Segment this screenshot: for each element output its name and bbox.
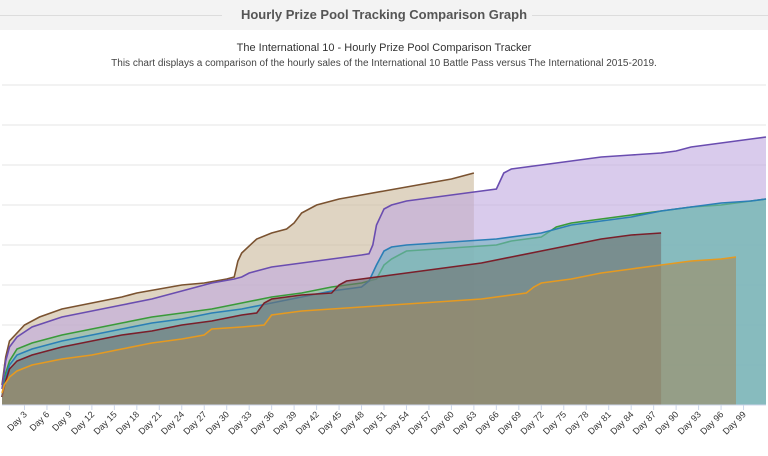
x-tick-label: Day 93 bbox=[676, 409, 703, 436]
x-tick-label: Day 66 bbox=[474, 409, 501, 436]
header-rule-right bbox=[532, 15, 768, 16]
x-tick-label: Day 87 bbox=[631, 409, 658, 436]
x-tick-label: Day 3 bbox=[5, 409, 29, 433]
series-line-4 bbox=[1, 198, 767, 398]
page-header: Hourly Prize Pool Tracking Comparison Gr… bbox=[0, 0, 768, 30]
x-tick-label: Day 75 bbox=[541, 409, 568, 436]
x-tick-label: Day 72 bbox=[518, 409, 545, 436]
chart-title: The International 10 - Hourly Prize Pool… bbox=[236, 42, 532, 54]
x-tick-label: Day 12 bbox=[69, 409, 96, 436]
x-tick-label: Day 6 bbox=[28, 409, 52, 433]
series-line-5 bbox=[1, 232, 662, 398]
x-tick-label: Day 96 bbox=[698, 409, 725, 436]
x-tick-label: Day 63 bbox=[451, 409, 478, 436]
x-tick-label: Day 39 bbox=[271, 409, 298, 436]
x-tick-label: Day 15 bbox=[92, 409, 119, 436]
x-tick-label: Day 84 bbox=[608, 409, 635, 436]
x-tick-label: Day 21 bbox=[136, 409, 163, 436]
x-tick-label: Day 18 bbox=[114, 409, 141, 436]
x-tick-label: Day 90 bbox=[653, 409, 680, 436]
series-line-6 bbox=[1, 256, 737, 394]
series-line-1 bbox=[1, 172, 475, 386]
chart-subtitle: This chart displays a comparison of the … bbox=[111, 58, 657, 69]
page-title: Hourly Prize Pool Tracking Comparison Gr… bbox=[240, 7, 528, 22]
x-tick-label: Day 81 bbox=[586, 409, 613, 436]
series-area-6 bbox=[2, 257, 736, 405]
chart-panel: The International 10 - Hourly Prize Pool… bbox=[0, 30, 768, 456]
x-tick-label: Day 30 bbox=[204, 409, 231, 436]
x-tick-label: Day 57 bbox=[406, 409, 433, 436]
x-tick-label: Day 27 bbox=[181, 409, 208, 436]
x-tick-label: Day 54 bbox=[384, 409, 411, 436]
x-tick-label: Day 42 bbox=[294, 409, 321, 436]
x-tick-label: Day 99 bbox=[721, 409, 748, 436]
x-tick-label: Day 60 bbox=[429, 409, 456, 436]
x-tick-label: Day 48 bbox=[339, 409, 366, 436]
x-tick-label: Day 36 bbox=[249, 409, 276, 436]
series-areas bbox=[1, 136, 767, 405]
x-tick-label: Day 24 bbox=[159, 409, 186, 436]
series-line-2 bbox=[1, 136, 767, 390]
header-rule-left bbox=[0, 15, 222, 16]
x-tick-label: Day 69 bbox=[496, 409, 523, 436]
x-tick-label: Day 45 bbox=[316, 409, 343, 436]
x-tick-label: Day 51 bbox=[361, 409, 388, 436]
x-tick-label: Day 78 bbox=[563, 409, 590, 436]
x-tick-label: Day 33 bbox=[226, 409, 253, 436]
